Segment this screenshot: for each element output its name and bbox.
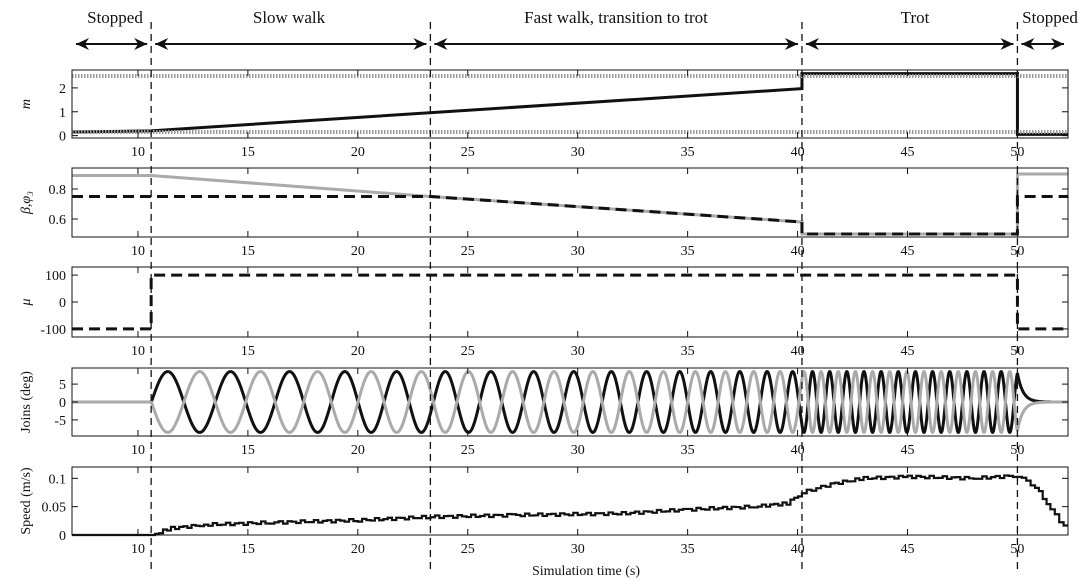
x-tick-label: 30 bbox=[571, 244, 585, 259]
x-tick-label: 25 bbox=[461, 244, 475, 259]
x-tick-label: 15 bbox=[241, 542, 255, 557]
x-tick-label: 50 bbox=[1010, 542, 1024, 557]
y-axis-label: β,φ₃ bbox=[19, 191, 34, 215]
panel-frame bbox=[71, 266, 1069, 338]
series-3-1 bbox=[72, 273, 1068, 331]
x-tick-label: 45 bbox=[900, 344, 914, 359]
y-tick-label: 0.1 bbox=[49, 472, 67, 487]
x-tick-label: 25 bbox=[461, 145, 475, 160]
phase-label-fast-walk: Fast walk, transition to trot bbox=[524, 8, 708, 27]
series-2-1 bbox=[72, 172, 1068, 236]
phase-label-trot: Trot bbox=[901, 8, 930, 27]
x-tick-label: 15 bbox=[241, 344, 255, 359]
joint-angle-series-2 bbox=[72, 369, 1068, 435]
y-tick-label: 0 bbox=[59, 529, 66, 544]
y-axis-label: m bbox=[19, 99, 34, 109]
y-axis-label: Joins (deg) bbox=[19, 371, 34, 433]
x-tick-label: 40 bbox=[791, 145, 805, 160]
y-axis-label: Speed (m/s) bbox=[19, 467, 34, 535]
x-tick-label: 50 bbox=[1010, 443, 1024, 458]
phase-label-stopped-end: Stopped bbox=[1022, 8, 1078, 27]
series-1-1 bbox=[71, 72, 1068, 136]
panel-5: 10 15 20 25 30 35 40 45 50 0 0.05 0.1 Speed (m/s) bbox=[19, 466, 1069, 557]
x-tick-label: 35 bbox=[681, 244, 695, 259]
y-tick-label: 0.05 bbox=[42, 501, 67, 516]
panel-frame bbox=[71, 167, 1069, 238]
phase-label-slow-walk: Slow walk bbox=[253, 8, 326, 27]
panel-4: 10 15 20 25 30 35 40 45 50 -5 0 5 Joins (deg) bbox=[19, 367, 1069, 458]
x-tick-label: 40 bbox=[791, 542, 805, 557]
x-tick-label: 30 bbox=[571, 542, 585, 557]
phase-arrow bbox=[155, 38, 427, 50]
panel-frame bbox=[71, 69, 1069, 139]
x-tick-label: 45 bbox=[900, 145, 914, 160]
panel-frame bbox=[71, 466, 1069, 536]
y-tick-label: 1 bbox=[59, 106, 66, 121]
phase-boundary-lines bbox=[150, 22, 1019, 570]
phase-arrow bbox=[1021, 38, 1064, 50]
x-tick-label: 25 bbox=[461, 443, 475, 458]
x-tick-label: 40 bbox=[791, 344, 805, 359]
x-tick-label: 30 bbox=[571, 145, 585, 160]
x-tick-label: 20 bbox=[351, 244, 365, 259]
x-tick-label: 10 bbox=[131, 443, 145, 458]
x-tick-label: 20 bbox=[351, 542, 365, 557]
y-axis-label: μ bbox=[19, 298, 34, 306]
phase-arrow bbox=[434, 38, 798, 50]
panel-1: 10 15 20 25 30 35 40 45 50 0 1 2 m bbox=[19, 69, 1069, 160]
y-tick-label: 0.8 bbox=[49, 183, 67, 198]
y-tick-label: -100 bbox=[40, 323, 66, 338]
x-tick-label: 20 bbox=[351, 145, 365, 160]
x-tick-label: 45 bbox=[900, 542, 914, 557]
x-tick-label: 35 bbox=[681, 344, 695, 359]
series-5-1 bbox=[72, 474, 1068, 537]
series-2-2 bbox=[72, 195, 1068, 236]
panel-2: 10 15 20 25 30 35 40 45 500.60.8β,φ₃ bbox=[19, 167, 1069, 259]
x-tick-label: 20 bbox=[351, 443, 365, 458]
x-tick-label: 30 bbox=[571, 344, 585, 359]
x-tick-label: 50 bbox=[1010, 145, 1024, 160]
x-tick-label: 35 bbox=[681, 542, 695, 557]
x-tick-label: 15 bbox=[241, 244, 255, 259]
y-tick-label: 0.6 bbox=[49, 213, 67, 228]
phase-annotation-row: Stopped Slow walk Fast walk, transition … bbox=[87, 8, 1078, 27]
x-tick-label: 40 bbox=[791, 244, 805, 259]
x-tick-label: 15 bbox=[241, 443, 255, 458]
phase-arrows bbox=[76, 38, 1064, 50]
x-axis-label: Simulation time (s) bbox=[532, 564, 640, 579]
x-tick-label: 40 bbox=[791, 443, 805, 458]
x-tick-label: 10 bbox=[131, 344, 145, 359]
y-tick-label: 100 bbox=[45, 269, 66, 284]
phase-arrow bbox=[805, 38, 1014, 50]
x-tick-label: 10 bbox=[131, 542, 145, 557]
y-tick-label: -5 bbox=[54, 414, 66, 429]
x-tick-label: 30 bbox=[571, 443, 585, 458]
x-tick-label: 45 bbox=[900, 443, 914, 458]
phase-arrow bbox=[76, 38, 148, 50]
x-tick-label: 25 bbox=[461, 542, 475, 557]
x-tick-label: 45 bbox=[900, 244, 914, 259]
x-tick-label: 35 bbox=[681, 145, 695, 160]
y-tick-label: 5 bbox=[59, 378, 66, 393]
y-tick-label: 0 bbox=[59, 130, 66, 145]
x-tick-label: 10 bbox=[131, 145, 145, 160]
x-tick-label: 15 bbox=[241, 145, 255, 160]
x-tick-label: 25 bbox=[461, 344, 475, 359]
y-tick-label: 0 bbox=[59, 296, 66, 311]
x-tick-label: 35 bbox=[681, 443, 695, 458]
y-tick-label: 0 bbox=[59, 396, 66, 411]
x-tick-label: 20 bbox=[351, 344, 365, 359]
y-tick-label: 2 bbox=[59, 82, 66, 97]
x-tick-label: 10 bbox=[131, 244, 145, 259]
phase-label-stopped-start: Stopped bbox=[87, 8, 143, 27]
